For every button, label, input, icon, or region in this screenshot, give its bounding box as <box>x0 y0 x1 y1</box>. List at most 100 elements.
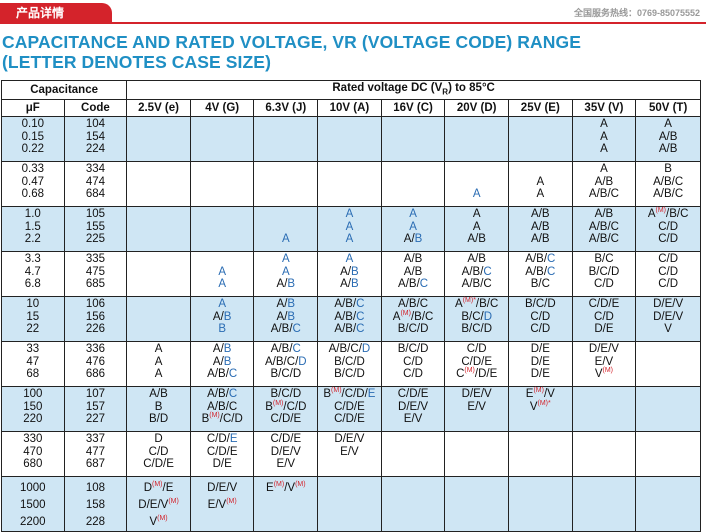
tab-underline <box>0 22 706 24</box>
case-size-value: A <box>472 188 481 200</box>
case-size-value: C/D <box>658 265 679 278</box>
product-detail-tab[interactable]: 产品详情 <box>0 3 112 23</box>
case-size-value: A/B <box>403 265 423 278</box>
case-size-value: D/E <box>530 343 550 355</box>
case-size-value: A/B <box>212 310 232 323</box>
case-size-cell: A(M)*/B/C B/C/D B/C/D <box>444 296 509 342</box>
voltage-header: 2.5V (e) <box>126 99 191 117</box>
case-size-cell <box>380 476 446 532</box>
case-size-value: B(M)/C/D <box>201 412 243 425</box>
case-size-value: D/E/V <box>653 310 684 323</box>
case-size-value: D/E/V <box>398 400 429 413</box>
capacitance-uf-cell: 0.33 0.47 0.68 <box>1 161 65 207</box>
case-size-cell: A/B A/B A/B <box>507 206 573 252</box>
case-size-cell: A/B/C/D B/C/D B/C/D <box>317 341 382 387</box>
case-size-cell: D/E/V E/V <box>444 386 509 432</box>
case-size-value: B/C/D <box>588 265 620 278</box>
case-size-value: C/D/E <box>334 413 365 425</box>
case-size-value: A/B/C <box>653 188 684 200</box>
case-size-value: C/D <box>403 355 423 368</box>
case-size-cell <box>444 476 509 532</box>
case-size-value: C/D <box>658 278 679 290</box>
case-size-cell <box>444 116 509 162</box>
capacitance-uf-cell: 100 150 220 <box>1 386 65 432</box>
case-size-value: A <box>281 265 290 278</box>
case-size-value: A(M)*/B/C <box>455 297 499 310</box>
case-size-value: E(M)/V <box>525 387 555 400</box>
case-size-value: B/C/D <box>270 368 302 380</box>
case-size-value: A <box>281 253 290 265</box>
uf-value: 3.3 <box>24 253 41 265</box>
case-size-value: A/B <box>403 233 423 245</box>
case-size-cell: E(M)/V V(M)* <box>507 386 573 432</box>
case-size-cell <box>317 161 382 207</box>
case-size-value: A/B <box>467 233 486 245</box>
case-size-value: A/B <box>658 130 678 143</box>
case-size-cell: A/B A/B A/B/C <box>189 341 255 387</box>
case-size-cell <box>635 431 701 477</box>
case-size-value: B(M)/C/D/E <box>323 387 376 400</box>
uf-value: 1.0 <box>24 208 41 220</box>
code-value: 477 <box>85 445 106 458</box>
case-size-value: D(M)/E <box>143 481 174 494</box>
capacitance-uf-cell: 10 15 22 <box>1 296 65 342</box>
case-size-value: A/B <box>658 143 678 155</box>
case-size-value: A/B <box>594 175 614 188</box>
uf-value: 0.47 <box>21 175 44 188</box>
case-size-value <box>191 253 254 266</box>
case-size-value: A/B <box>340 265 359 278</box>
case-size-cell <box>189 206 255 252</box>
case-size-cell: A(M)/B/C C/D C/D <box>635 206 701 252</box>
case-size-value: A/B <box>531 220 550 233</box>
table-row: 33 47 68 336 476 686 A A A A/B A/B A/B/C A/B/C A/B/C/… <box>1 341 701 387</box>
table-row: 100 150 220 107 157 227 A/B B B/D A/B/C A/B/C B(M)/… <box>1 386 701 432</box>
code-value: 108 <box>85 482 106 494</box>
case-size-cell: D/E/V E/V <box>317 431 382 477</box>
case-size-cell <box>317 476 382 532</box>
case-size-cell: A/B A/B/C A/B/C <box>444 251 509 297</box>
case-size-value: A/B <box>276 310 296 323</box>
case-size-cell: B/C B/C/D C/D <box>571 251 637 297</box>
case-size-value: C/D <box>466 343 487 355</box>
uf-value: 2.2 <box>24 233 41 245</box>
case-size-value: C/D <box>403 368 423 380</box>
case-size-value: A <box>345 220 354 233</box>
case-size-value: A/B <box>212 355 232 368</box>
case-size-value: A <box>600 143 608 155</box>
case-size-value: C/D/E <box>206 445 238 458</box>
case-size-value: C/D <box>148 445 169 458</box>
case-size-value: E/V <box>403 413 423 425</box>
case-size-value: E/V <box>276 458 296 470</box>
case-size-cell <box>507 476 573 532</box>
uf-value: 0.33 <box>21 163 44 175</box>
uf-value: 33 <box>26 343 40 355</box>
case-size-cell <box>635 341 701 387</box>
voltage-header: 4V (G) <box>189 99 255 117</box>
code-value: 105 <box>85 208 106 220</box>
capacitance-uf-cell: 330 470 680 <box>1 431 65 477</box>
case-size-cell: A A/B B <box>189 296 255 342</box>
case-size-cell: C/D/E C/D/E D/E <box>189 431 255 477</box>
case-size-cell <box>507 431 573 477</box>
case-size-value: A/B <box>531 208 550 220</box>
case-size-value: A/B/C <box>207 388 238 400</box>
case-size-value: E(M)/V(M) <box>266 481 306 494</box>
uf-value: 470 <box>23 445 43 458</box>
case-size-value: C/D/E <box>588 298 620 310</box>
case-size-value: D/E/V <box>588 343 619 355</box>
case-size-cell: A <box>444 161 509 207</box>
case-size-value: A <box>409 220 417 233</box>
case-size-cell: D C/D C/D/E <box>126 431 191 477</box>
case-size-value: C/D <box>530 310 551 323</box>
case-size-value: A <box>536 175 545 188</box>
case-size-value: C/D <box>658 233 679 245</box>
case-size-value: A/B <box>276 278 296 290</box>
case-size-value: V(M) <box>149 515 168 528</box>
case-size-cell: D/E/V D/E/V V <box>635 296 701 342</box>
case-size-cell <box>507 116 573 162</box>
case-size-cell: D/E/V E/V(M) <box>189 476 255 532</box>
case-size-value: A/B/C <box>461 265 492 278</box>
case-size-value: A/B/C <box>588 188 619 200</box>
case-size-cell <box>126 161 191 207</box>
case-size-cell: A/B B B/D <box>126 386 191 432</box>
